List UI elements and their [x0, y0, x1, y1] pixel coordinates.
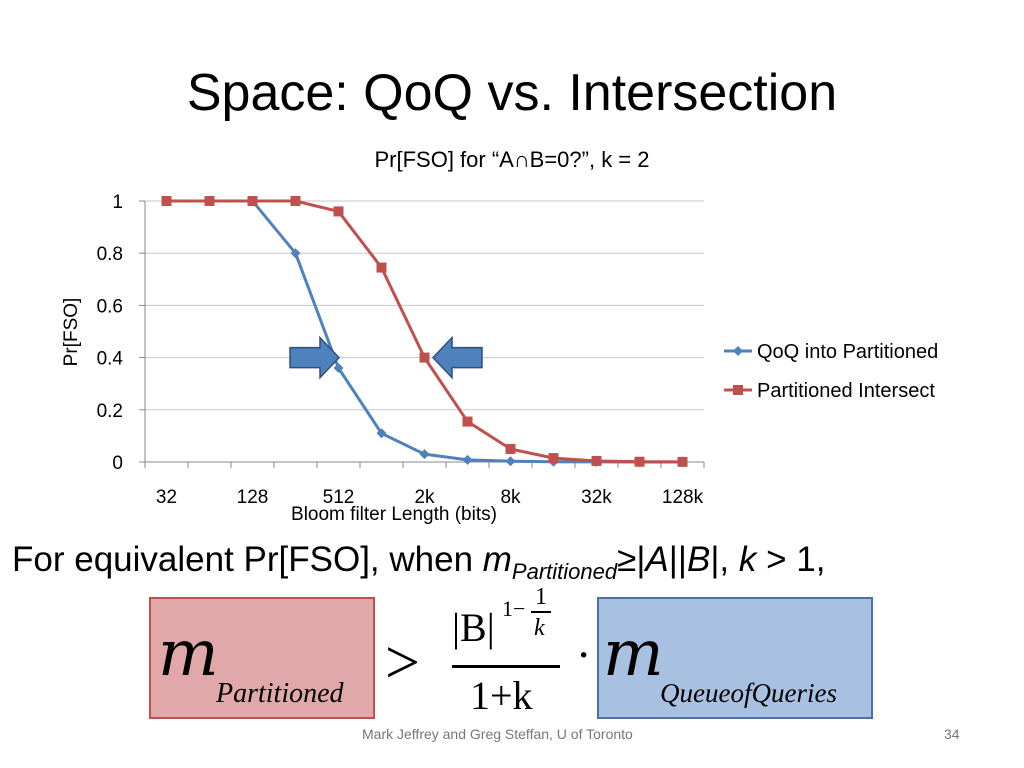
axes [139, 200, 705, 468]
x-tick-label: 512 [323, 487, 355, 508]
legend-label: QoQ into Partitioned [757, 341, 938, 363]
y-axis-title: Pr[FSO] [61, 298, 82, 367]
legend-marker [733, 385, 743, 395]
data-point [634, 456, 645, 467]
legend-label: Partitioned Intersect [757, 380, 935, 402]
y-tick-label: 1 [112, 192, 123, 213]
gridlines [145, 200, 704, 411]
data-point [677, 456, 688, 467]
statement-m-subscript: Partitioned [511, 559, 618, 584]
equivalence-statement: For equivalent Pr[FSO], when mPartitione… [12, 540, 825, 585]
y-tick-label: 0 [112, 453, 123, 474]
formula-exponent-numerator: 1 [535, 584, 547, 610]
series-2 [161, 196, 688, 467]
statement-m: m [482, 540, 512, 579]
data-point [247, 196, 258, 206]
lhs-highlight-box [149, 597, 375, 719]
data-point [462, 416, 473, 427]
line-chart: Pr[FSO] for “A∩B=0?”, k = 2 0 0.2 0.4 0.6 0.… [61, 147, 938, 525]
left-arrow-annotation [431, 335, 483, 380]
y-tick-label: 0.8 [97, 244, 123, 265]
data-point [204, 196, 215, 206]
x-tick-label: 128k [662, 487, 704, 508]
formula-lhs-m: m [158, 617, 219, 691]
series-group [161, 196, 688, 467]
rhs-highlight-box [597, 597, 873, 719]
x-tick-label: 32 [156, 487, 177, 508]
data-point [419, 352, 430, 363]
statement-set-b: B [686, 540, 711, 579]
data-point [376, 262, 387, 273]
series-line [166, 199, 683, 464]
statement-bars: || [668, 540, 687, 579]
slide-number: 34 [944, 726, 960, 742]
formula-fraction-bar [452, 665, 560, 668]
formula-exponent-one-minus: 1− [502, 596, 526, 621]
series-line [166, 199, 683, 464]
data-point [161, 196, 172, 206]
right-arrow-annotation [289, 335, 341, 380]
data-point [419, 449, 430, 460]
data-point [290, 196, 301, 206]
x-axis-title: Bloom filter Length (bits) [291, 504, 497, 525]
x-tick-label: 8k [500, 487, 521, 508]
series-1 [161, 196, 688, 467]
statement-condition-a: ≥| [617, 540, 646, 579]
data-point [548, 453, 559, 464]
formula-exponent-denominator: k [534, 615, 545, 641]
chart-title: Pr[FSO] for “A∩B=0?”, k = 2 [374, 147, 649, 172]
formula-exponent-fraction-bar [531, 611, 551, 613]
formula-denominator: 1+k [470, 673, 533, 718]
slide-title: Space: QoQ vs. Intersection [186, 64, 838, 122]
x-tick-label: 128 [237, 487, 269, 508]
formula-rhs-subscript: QueueofQueries [660, 678, 837, 708]
data-point [505, 443, 516, 454]
statement-tail: > 1, [756, 540, 826, 579]
y-tick-label: 0.4 [97, 349, 124, 370]
data-point [376, 428, 387, 439]
y-tick-label: 0.2 [97, 401, 123, 422]
data-point [462, 454, 473, 465]
legend-marker [733, 346, 743, 356]
x-tick-label: 32k [581, 487, 612, 508]
data-point [505, 456, 516, 467]
legend: QoQ into Partitioned Partitioned Intersec… [724, 341, 938, 402]
y-tick-label: 0.6 [97, 296, 123, 317]
statement-set-a: A [645, 540, 669, 579]
statement-k: k [738, 540, 757, 579]
x-tick-labels: 32 128 512 2k 8k 32k 128k [156, 487, 704, 508]
formula-rhs-m: m [603, 617, 664, 691]
statement-condition-b: |, [710, 540, 739, 579]
formula-greater-than: > [385, 629, 420, 697]
data-point [290, 248, 301, 259]
formula-dot: · [576, 629, 592, 680]
data-point [333, 206, 344, 217]
formula-lhs-subscript: Partitioned [216, 678, 344, 709]
statement-prefix: For equivalent Pr[FSO], when [12, 540, 483, 579]
formula-numerator-b: |B| [452, 605, 495, 650]
footer-author: Mark Jeffrey and Greg Steffan, U of Toro… [362, 726, 633, 742]
x-tick-label: 2k [414, 487, 435, 508]
annotation-arrows [289, 335, 483, 380]
y-tick-labels: 0 0.2 0.4 0.6 0.8 1 [97, 192, 124, 474]
data-point [591, 455, 602, 466]
data-point [333, 363, 344, 374]
